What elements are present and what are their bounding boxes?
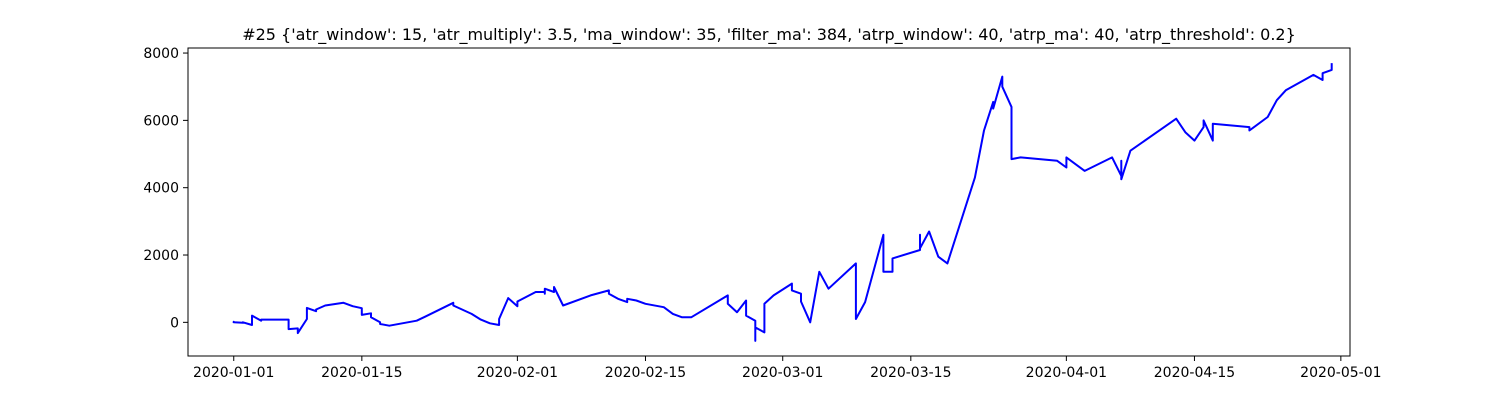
x-tick-label: 2020-02-01 xyxy=(477,365,558,381)
x-tick-label: 2020-03-15 xyxy=(870,365,951,381)
series-line xyxy=(232,63,1333,342)
x-tick-label: 2020-04-15 xyxy=(1154,365,1235,381)
x-tick-label: 2020-04-01 xyxy=(1026,365,1107,381)
y-tick-label: 0 xyxy=(170,315,179,331)
x-tick-label: 2020-05-01 xyxy=(1300,365,1381,381)
y-axis: 0 2000 4000 6000 8000 xyxy=(143,46,188,331)
x-tick-label: 2020-01-01 xyxy=(193,365,274,381)
plot-area xyxy=(232,63,1333,342)
axes-frame xyxy=(187,47,1351,357)
chart-title: #25 {'atr_window': 15, 'atr_multiply': 3… xyxy=(242,25,1296,45)
y-tick-label: 8000 xyxy=(143,46,179,62)
y-tick-label: 2000 xyxy=(143,248,179,264)
y-tick-label: 4000 xyxy=(143,181,179,197)
x-axis: 2020-01-01 2020-01-15 2020-02-01 2020-02-15… xyxy=(193,356,1382,381)
x-tick-label: 2020-02-15 xyxy=(605,365,686,381)
x-tick-label: 2020-03-01 xyxy=(742,365,823,381)
y-tick-label: 6000 xyxy=(143,113,179,129)
x-tick-label: 2020-01-15 xyxy=(321,365,402,381)
